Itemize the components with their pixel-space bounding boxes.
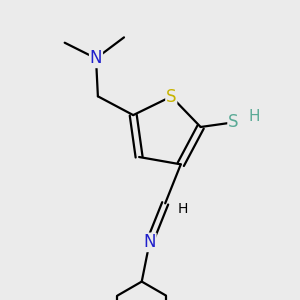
Text: H: H — [177, 202, 188, 215]
Text: N: N — [90, 50, 102, 68]
Text: S: S — [166, 88, 176, 106]
Text: N: N — [143, 233, 156, 251]
Text: S: S — [228, 113, 238, 131]
Text: H: H — [249, 109, 260, 124]
